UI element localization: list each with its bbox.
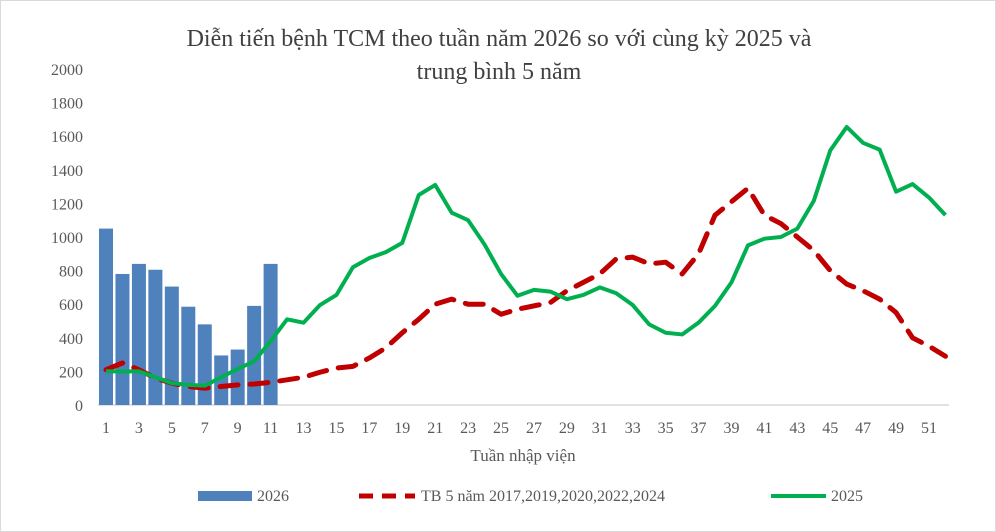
- bar-2026: [181, 306, 196, 405]
- x-tick-label: 33: [625, 420, 641, 437]
- x-tick-label: 29: [559, 420, 575, 437]
- x-tick-label: 17: [361, 420, 377, 437]
- legend: 2026 TB 5 năm 2017,2019,2020,2022,2024 2…: [198, 488, 863, 505]
- x-axis-ticks: 1 3 5 7 9 11 13 15 17 19 21 23 25 27 29 31 33 35 37 39 41 43 4…: [102, 420, 937, 437]
- x-tick-label: 7: [201, 420, 209, 437]
- chart-title-line-1: Diễn tiến bệnh TCM theo tuần năm 2026 so…: [187, 26, 812, 52]
- x-tick-label: 21: [427, 420, 443, 437]
- x-tick-label: 19: [394, 420, 410, 437]
- y-tick-label: 400: [59, 331, 83, 348]
- y-tick-label: 0: [75, 398, 83, 415]
- x-tick-label: 15: [328, 420, 344, 437]
- y-tick-label: 1600: [51, 129, 83, 146]
- x-tick-label: 1: [102, 420, 110, 437]
- x-tick-label: 13: [296, 420, 312, 437]
- y-tick-label: 200: [59, 364, 83, 381]
- chart-title-line-2: trung bình 5 năm: [417, 59, 582, 85]
- x-tick-label: 41: [756, 420, 772, 437]
- x-tick-label: 25: [493, 420, 509, 437]
- bar-2026: [99, 228, 113, 405]
- x-tick-label: 37: [691, 420, 707, 437]
- x-tick-label: 31: [592, 420, 608, 437]
- y-tick-label: 800: [59, 264, 83, 281]
- series-line-2025: [106, 124, 947, 388]
- y-axis-ticks: 0 200 400 600 800 1000 1200 1400 1600 1800 2000: [51, 62, 83, 415]
- x-tick-label: 11: [263, 420, 278, 437]
- y-tick-label: 600: [59, 297, 83, 314]
- legend-label-tb5: TB 5 năm 2017,2019,2020,2022,2024: [421, 488, 665, 505]
- y-tick-label: 1800: [51, 96, 83, 113]
- x-tick-label: 3: [135, 420, 143, 437]
- y-tick-label: 2000: [51, 62, 83, 79]
- legend-label-2026: 2026: [257, 488, 289, 505]
- bar-2026: [164, 286, 179, 405]
- x-tick-label: 9: [234, 420, 242, 437]
- legend-swatch-2026: [198, 491, 252, 501]
- x-tick-label: 39: [723, 420, 739, 437]
- legend-label-2025: 2025: [831, 488, 863, 505]
- x-tick-label: 47: [855, 420, 871, 437]
- y-tick-label: 1200: [51, 196, 83, 213]
- y-tick-label: 1000: [51, 230, 83, 247]
- x-axis-label: Tuần nhập viện: [470, 446, 576, 465]
- x-tick-label: 5: [168, 420, 176, 437]
- x-tick-label: 23: [460, 420, 476, 437]
- x-tick-label: 35: [658, 420, 674, 437]
- x-tick-label: 51: [921, 420, 937, 437]
- bar-2026: [247, 305, 262, 405]
- bar-2026: [263, 263, 278, 405]
- x-tick-label: 27: [526, 420, 542, 437]
- bar-2026: [197, 324, 212, 405]
- x-tick-label: 43: [789, 420, 805, 437]
- bars-2026: [99, 228, 278, 405]
- bar-2026: [131, 263, 146, 405]
- bar-2026: [230, 349, 245, 405]
- y-tick-label: 1400: [51, 163, 83, 180]
- bar-2026: [214, 355, 229, 405]
- x-tick-label: 45: [822, 420, 838, 437]
- bar-2026: [148, 269, 163, 405]
- series-line-tb5: [103, 185, 948, 391]
- x-tick-label: 49: [888, 420, 904, 437]
- bar-2026: [115, 273, 130, 405]
